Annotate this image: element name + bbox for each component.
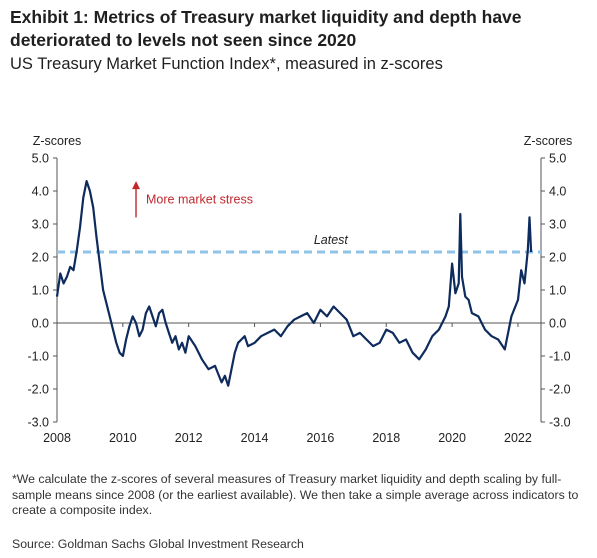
y-tick-label-left: -2.0 xyxy=(27,383,49,397)
x-tick-label: 2016 xyxy=(306,431,334,445)
y-axis-title-left: Z-scores xyxy=(33,134,82,148)
chart-title: Exhibit 1: Metrics of Treasury market li… xyxy=(10,7,522,50)
y-tick-label-left: 0.0 xyxy=(32,317,49,331)
x-tick-label: 2022 xyxy=(504,431,532,445)
y-tick-label-left: 5.0 xyxy=(32,152,49,166)
y-tick-label-right: 5.0 xyxy=(549,152,566,166)
y-tick-label-right: 1.0 xyxy=(549,284,566,298)
chart-axes: 5.0 5.0 4.0 4.0 3.0 3.0 2.0 2.0 1.0 1.0 0.0 0.0 -1.0… xyxy=(27,134,572,445)
y-tick-label-right: 0.0 xyxy=(549,317,566,331)
stress-annotation-label: More market stress xyxy=(146,192,253,206)
footnote: *We calculate the z-scores of several me… xyxy=(12,472,579,517)
chart-subtitle: US Treasury Market Function Index*, meas… xyxy=(10,55,443,73)
y-tick-label-right: -1.0 xyxy=(549,350,571,364)
y-tick-label-left: 2.0 xyxy=(32,251,49,265)
x-tick-label: 2010 xyxy=(109,431,137,445)
y-tick-label-right: -3.0 xyxy=(549,416,571,430)
stress-arrow-head xyxy=(132,181,141,190)
x-tick-label: 2012 xyxy=(175,431,203,445)
x-tick-label: 2020 xyxy=(438,431,466,445)
chart-marks: Latest More market stress xyxy=(55,180,541,387)
y-tick-label-right: 4.0 xyxy=(549,185,566,199)
y-tick-label-right: 2.0 xyxy=(549,251,566,265)
x-tick-label: 2014 xyxy=(241,431,269,445)
y-tick-label-right: 3.0 xyxy=(549,218,566,232)
y-tick-label-left: 1.0 xyxy=(32,284,49,298)
y-axis-title-right: Z-scores xyxy=(524,134,573,148)
source-note: Source: Goldman Sachs Global Investment … xyxy=(12,537,304,551)
y-tick-label-left: -3.0 xyxy=(27,416,49,430)
y-tick-label-left: -1.0 xyxy=(27,350,49,364)
index-series-line xyxy=(55,180,533,387)
y-tick-label-left: 3.0 xyxy=(32,218,49,232)
line-chart: 5.0 5.0 4.0 4.0 3.0 3.0 2.0 2.0 1.0 1.0 0.0 0.0 -1.0… xyxy=(27,134,572,445)
y-tick-label-left: 4.0 xyxy=(32,185,49,199)
latest-label: Latest xyxy=(314,233,349,247)
y-tick-label-right: -2.0 xyxy=(549,383,571,397)
x-tick-label: 2008 xyxy=(43,431,71,445)
x-tick-label: 2018 xyxy=(372,431,400,445)
